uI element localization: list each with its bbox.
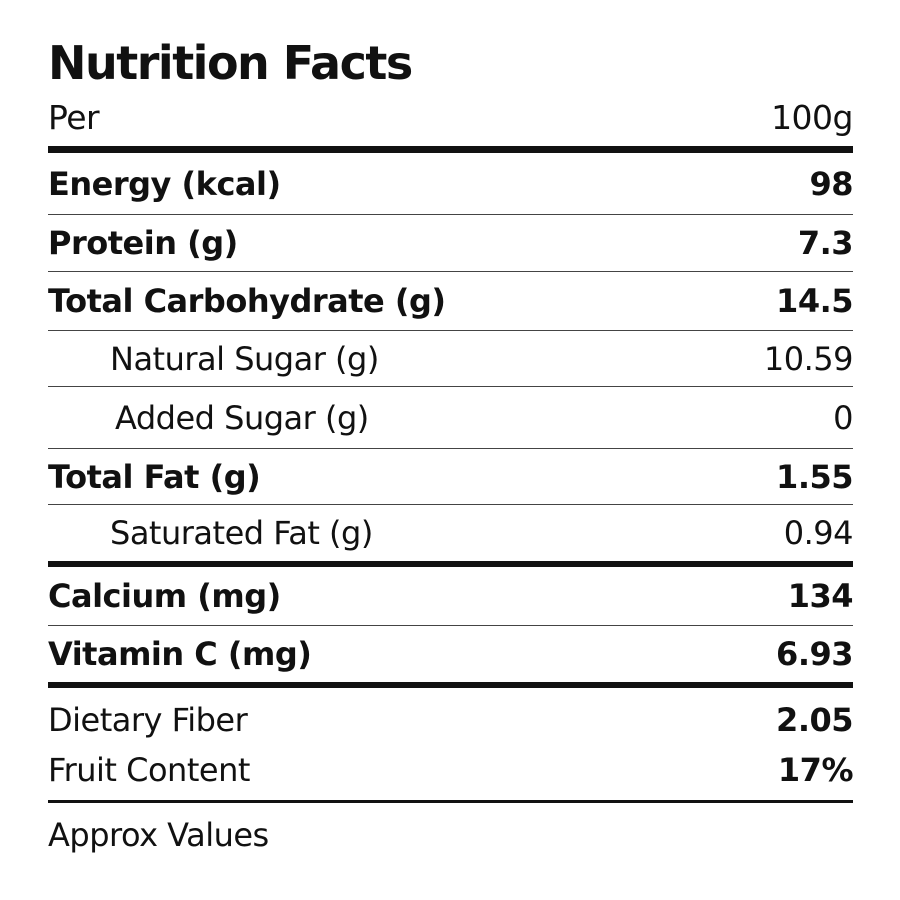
nutrient-row-natural-sugar: Natural Sugar (g) 10.59	[48, 331, 854, 387]
extra-value: 17%	[777, 751, 854, 789]
extra-row-fruit-content: Fruit Content 17%	[48, 748, 854, 792]
nutrient-row-calcium: Calcium (mg) 134	[48, 567, 854, 626]
extra-label: Fruit Content	[48, 751, 250, 789]
nutrient-value: 0	[833, 398, 853, 437]
nutrient-label: Natural Sugar (g)	[110, 339, 379, 378]
nutrient-row-energy: Energy (kcal) 98	[48, 153, 853, 215]
nutrition-facts-panel: Nutrition Facts Per 100g Energy (kcal) 9…	[48, 30, 854, 855]
nutrient-label: Energy (kcal)	[48, 164, 281, 203]
nutrient-row-added-sugar: Added Sugar (g) 0	[48, 387, 853, 449]
nutrient-label: Added Sugar (g)	[115, 398, 369, 437]
nutrient-row-protein: Protein (g) 7.3	[48, 215, 854, 272]
nutrient-row-vitamin-c: Vitamin C (mg) 6.93	[48, 626, 853, 688]
panel-title: Nutrition Facts	[48, 36, 413, 90]
extra-label: Dietary Fiber	[48, 701, 248, 739]
nutrient-value: 6.93	[776, 635, 853, 673]
nutrient-value: 7.3	[797, 224, 854, 262]
nutrient-value: 1.55	[776, 457, 853, 496]
nutrient-label: Total Fat (g)	[48, 457, 261, 496]
top-divider	[48, 146, 853, 153]
extra-value: 2.05	[776, 701, 853, 739]
nutrient-value: 134	[787, 577, 854, 615]
serving-row: Per 100g	[48, 96, 853, 140]
nutrient-value: 0.94	[783, 514, 854, 552]
nutrient-row-saturated-fat: Saturated Fat (g) 0.94	[48, 505, 854, 567]
extra-row-dietary-fiber: Dietary Fiber 2.05	[48, 692, 853, 748]
bottom-divider	[48, 800, 853, 803]
nutrient-value: 98	[809, 164, 853, 203]
nutrient-row-total-carbohydrate: Total Carbohydrate (g) 14.5	[48, 272, 853, 331]
nutrient-label: Vitamin C (mg)	[48, 635, 312, 673]
footnote: Approx Values	[48, 816, 269, 854]
nutrient-value: 10.59	[763, 339, 854, 378]
nutrient-label: Saturated Fat (g)	[110, 514, 373, 552]
nutrient-label: Protein (g)	[48, 224, 238, 262]
nutrient-label: Calcium (mg)	[48, 577, 281, 615]
nutrient-row-total-fat: Total Fat (g) 1.55	[48, 449, 853, 505]
serving-value: 100g	[771, 98, 853, 137]
nutrient-label: Total Carbohydrate (g)	[48, 282, 446, 320]
serving-label: Per	[48, 98, 100, 137]
nutrient-value: 14.5	[776, 282, 853, 320]
